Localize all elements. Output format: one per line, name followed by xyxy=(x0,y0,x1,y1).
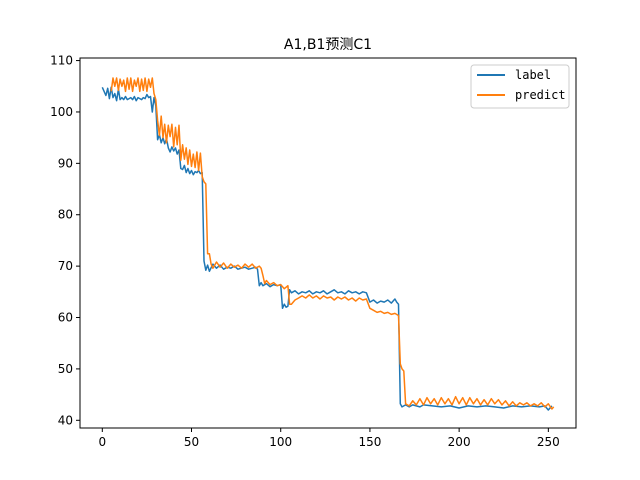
axes-frame xyxy=(79,57,577,429)
legend-entry-predict: predict xyxy=(515,88,566,102)
legend-entry-label: label xyxy=(515,68,551,82)
y-tick-label: 40 xyxy=(58,413,73,427)
series-line-predict xyxy=(110,77,555,410)
plot-background xyxy=(80,58,576,428)
x-tick-label: 100 xyxy=(269,435,292,449)
legend: label predict xyxy=(470,64,570,109)
series-layer xyxy=(101,77,555,411)
axes-border xyxy=(79,57,577,429)
x-axis: 0 50 100 150 200 250 xyxy=(98,428,560,449)
x-tick-label: 150 xyxy=(358,435,381,449)
y-tick-label: 70 xyxy=(58,259,73,273)
y-tick-label: 60 xyxy=(58,311,73,325)
x-tick-label: 250 xyxy=(537,435,560,449)
x-tick-label: 50 xyxy=(184,435,199,449)
y-tick-label: 100 xyxy=(50,105,73,119)
y-axis: 40 50 60 70 80 90 100 110 xyxy=(50,54,80,427)
y-tick-label: 50 xyxy=(58,362,73,376)
x-tick-label: 200 xyxy=(448,435,471,449)
y-tick-label: 110 xyxy=(50,54,73,68)
chart-title: A1,B1预测C1 xyxy=(284,37,372,53)
y-tick-label: 90 xyxy=(58,156,73,170)
plot-area xyxy=(80,58,576,428)
y-tick-label: 80 xyxy=(58,208,73,222)
x-tick-label: 0 xyxy=(98,435,106,449)
